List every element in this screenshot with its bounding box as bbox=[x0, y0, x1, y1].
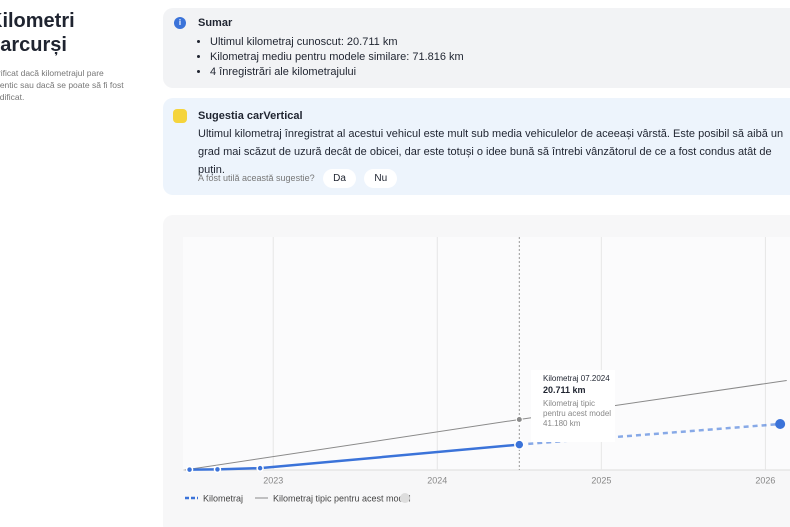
mileage-point bbox=[256, 464, 264, 472]
mileage-point bbox=[185, 465, 194, 474]
summary-item: 4 înregistrări ale kilometrajului bbox=[210, 65, 464, 80]
x-tick-label: 2024 bbox=[427, 475, 447, 485]
suggestion-card: Sugestia carVertical Ultimul kilometraj … bbox=[163, 98, 790, 195]
legend-label: Kilometraj bbox=[203, 493, 243, 503]
typical-point bbox=[515, 416, 523, 424]
summary-item: Ultimul kilometraj cunoscut: 20.711 km bbox=[210, 35, 464, 50]
help-icon bbox=[400, 493, 410, 503]
summary-item: Kilometraj mediu pentru modele similare:… bbox=[210, 50, 464, 65]
yes-button[interactable]: Da bbox=[323, 169, 356, 188]
feedback-question: A fost utilă această sugestie? bbox=[198, 173, 315, 183]
summary-list: Ultimul kilometraj cunoscut: 20.711 km K… bbox=[198, 35, 464, 80]
sidebar-title: Kilometri parcurși bbox=[0, 10, 75, 56]
x-tick-label: 2023 bbox=[263, 475, 283, 485]
tooltip-typical-value: 41.180 km bbox=[543, 419, 581, 428]
projection-point bbox=[775, 419, 786, 430]
x-tick-label: 2025 bbox=[591, 475, 611, 485]
mileage-point bbox=[213, 465, 222, 474]
tooltip-title: Kilometraj 07.2024 bbox=[543, 374, 610, 383]
tooltip-value: 20.711 km bbox=[543, 385, 586, 395]
suggestion-title: Sugestia carVertical bbox=[198, 110, 303, 122]
tooltip: Kilometraj 07.2024 20.711 km Kilometraj … bbox=[531, 370, 615, 442]
tooltip-typical-label: Kilometraj tipic pentru acest model bbox=[543, 399, 612, 418]
mileage-line bbox=[189, 443, 520, 471]
suggestion-icon bbox=[173, 109, 187, 123]
projection-line bbox=[519, 422, 781, 446]
mileage-point bbox=[514, 439, 525, 450]
feedback: A fost utilă această sugestie? Da Nu bbox=[198, 169, 398, 188]
legend-label: Kilometraj tipic pentru acest model bbox=[273, 493, 411, 503]
summary-card: i Sumar Ultimul kilometraj cunoscut: 20.… bbox=[163, 8, 790, 88]
sidebar: Kilometri parcurși Verificat dacă kilome… bbox=[0, 9, 148, 103]
summary-title: Sumar bbox=[198, 17, 233, 29]
info-icon: i bbox=[174, 17, 186, 29]
plot-area bbox=[183, 237, 790, 470]
sidebar-description: Verificat dacă kilometrajul pare autenti… bbox=[0, 68, 124, 102]
x-tick-label: 2026 bbox=[755, 475, 775, 485]
suggestion-text: Ultimul kilometraj înregistrat al acestu… bbox=[198, 128, 784, 176]
no-button[interactable]: Nu bbox=[364, 169, 398, 188]
